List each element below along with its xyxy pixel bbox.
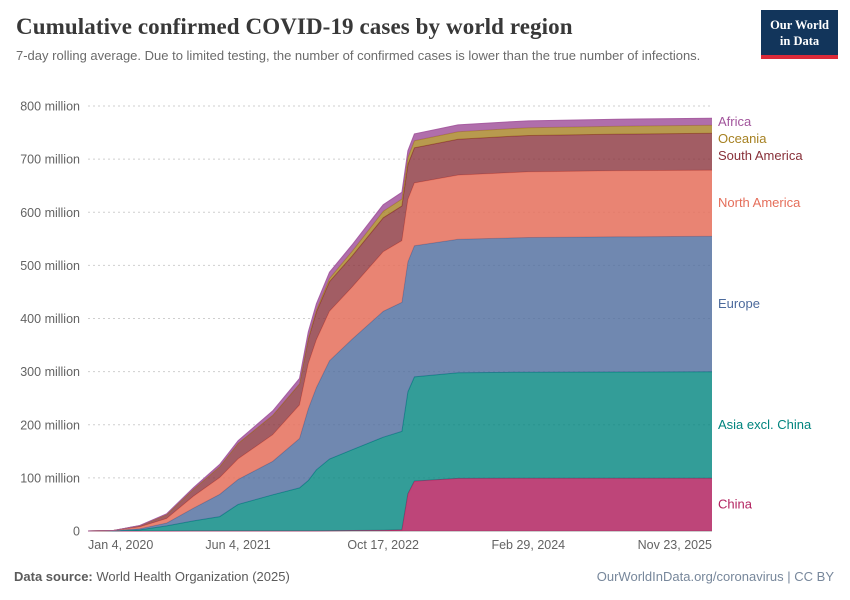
page-title: Cumulative confirmed COVID-19 cases by w… — [16, 14, 573, 39]
data-source: Data source: World Health Organization (… — [14, 569, 290, 584]
area-china[interactable] — [88, 478, 712, 531]
y-tick-label: 400 million — [20, 312, 80, 326]
x-tick-label: Feb 29, 2024 — [491, 538, 565, 552]
data-source-text: World Health Organization (2025) — [96, 568, 290, 584]
chart-subtitle: 7-day rolling average. Due to limited te… — [16, 48, 701, 63]
data-source-label: Data source: — [14, 568, 93, 584]
y-tick-label: 500 million — [20, 259, 80, 273]
y-tick-label: 100 million — [20, 471, 80, 485]
area-oceania[interactable] — [88, 125, 712, 532]
legend-label-oceania[interactable]: Oceania — [718, 131, 767, 146]
area-south-america[interactable] — [88, 133, 712, 532]
x-tick-label: Jun 4, 2021 — [205, 538, 270, 552]
y-tick-label: 800 million — [20, 100, 80, 114]
stacked-area-chart: 0 100 million 200 million 300 million 400 mi… — [20, 100, 812, 553]
y-tick-label: 300 million — [20, 365, 80, 379]
owid-logo-line1: Our World — [770, 18, 829, 32]
legend-label-north-america[interactable]: North America — [718, 195, 801, 210]
footer-credit[interactable]: OurWorldInData.org/coronavirus | CC BY — [596, 568, 834, 584]
x-tick-label: Nov 23, 2025 — [638, 538, 712, 552]
y-tick-label: 600 million — [20, 206, 80, 220]
area-outline-africa — [87, 117, 713, 532]
owid-logo[interactable]: Our World in Data — [761, 10, 838, 59]
legend-label-south-america[interactable]: South America — [718, 148, 803, 163]
x-tick-label: Oct 17, 2022 — [347, 538, 419, 552]
area-asia-excl-china[interactable] — [88, 371, 712, 531]
legend-label-asia-excl-china[interactable]: Asia excl. China — [718, 417, 812, 432]
legend-label-europe[interactable]: Europe — [718, 296, 760, 311]
x-tick-label: Jan 4, 2020 — [88, 538, 153, 552]
owid-logo-line2: in Data — [779, 34, 820, 49]
chart-footer: Data source: World Health Organization (… — [0, 560, 850, 600]
area-europe[interactable] — [88, 236, 712, 532]
y-tick-label: 0 — [73, 525, 80, 539]
chart-header: Cumulative confirmed COVID-19 cases by w… — [0, 0, 850, 96]
legend-label-china[interactable]: China — [718, 497, 753, 512]
y-tick-label: 700 million — [20, 153, 80, 167]
y-tick-label: 200 million — [20, 418, 80, 432]
legend-label-africa[interactable]: Africa — [718, 114, 752, 129]
